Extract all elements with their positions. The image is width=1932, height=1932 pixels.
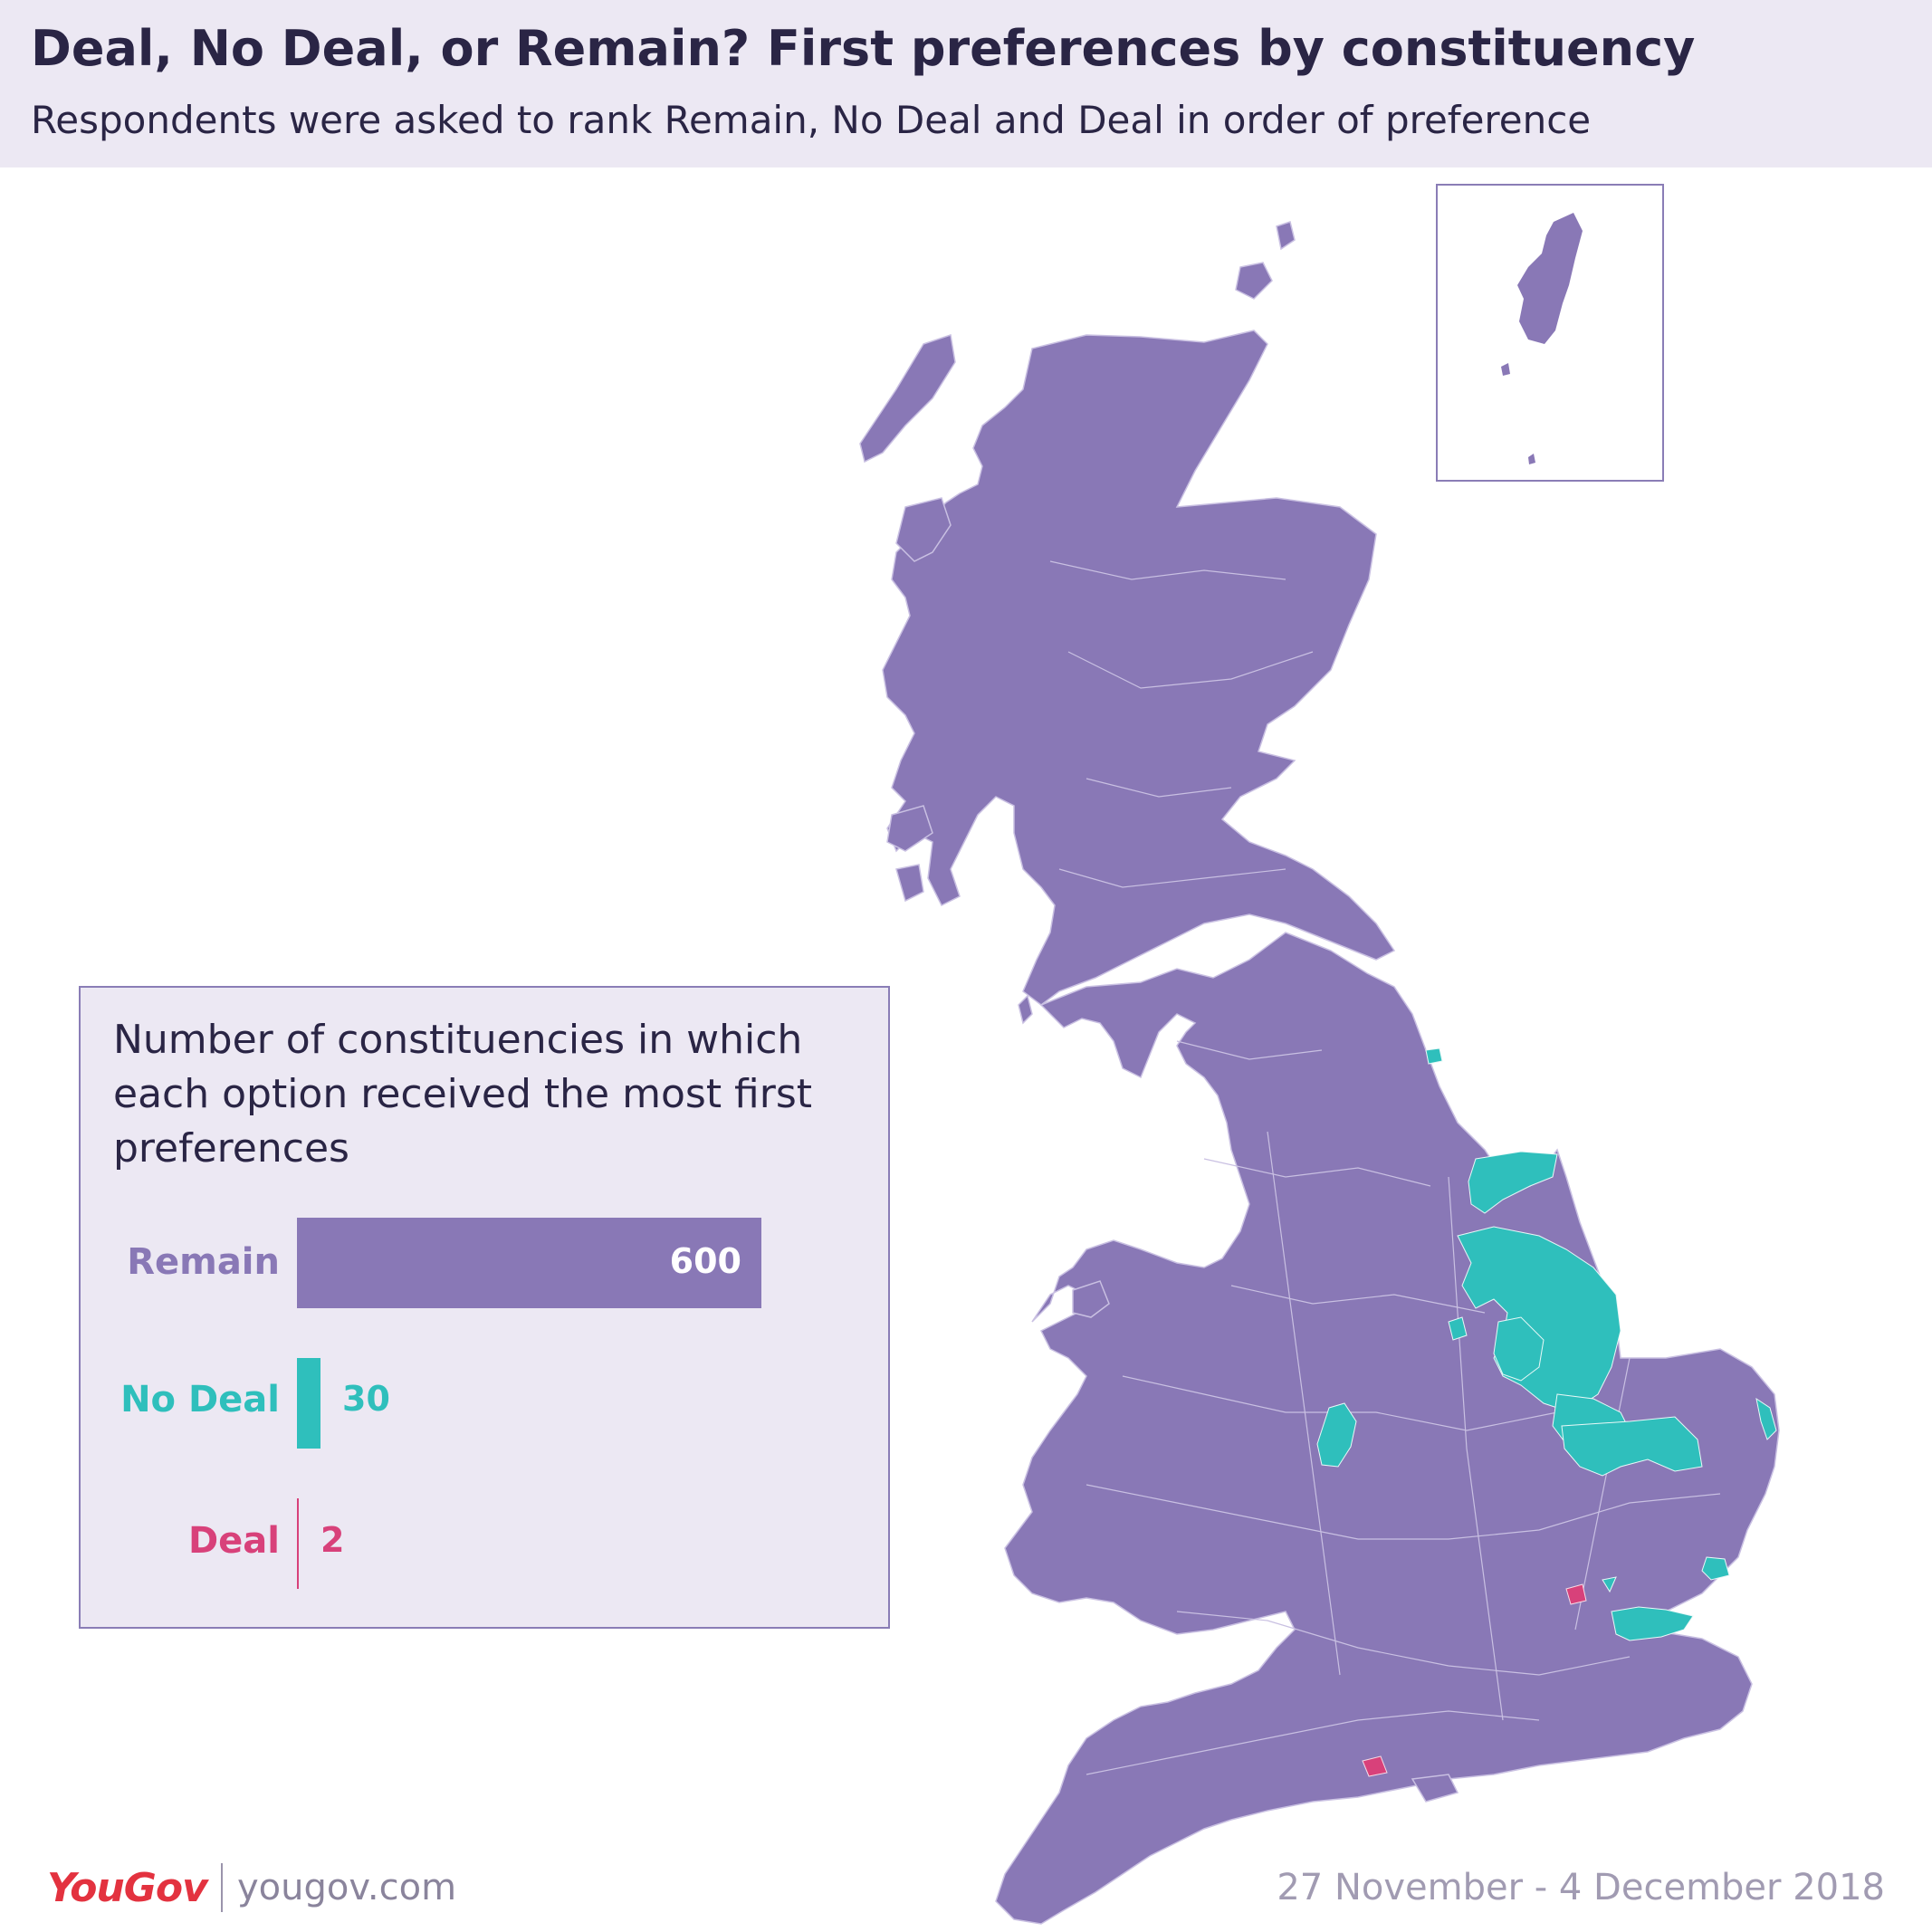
map-no-deal-area: [1602, 1576, 1617, 1593]
footer-site-link[interactable]: yougov.com: [237, 1867, 457, 1908]
map-boundaries: [1049, 560, 1721, 1775]
map-no-deal-area: [1316, 1402, 1357, 1468]
map-no-deal-area: [1448, 1316, 1468, 1341]
map-no-deal-area: [1701, 1556, 1730, 1581]
bar-no-deal: [297, 1358, 320, 1449]
legend-label-remain: Remain: [127, 1241, 280, 1283]
map-no-deal-area: [1493, 1316, 1545, 1382]
map-no-deal-area: [1755, 1397, 1777, 1440]
map-region-shetland: [1517, 213, 1583, 344]
value-deal: 2: [320, 1520, 345, 1560]
uk-constituency-map: [859, 221, 1780, 1925]
map-region-isle-of-wight: [1411, 1774, 1459, 1803]
bar-remain: [297, 1218, 761, 1308]
map-no-deal-areas: [1316, 1047, 1777, 1641]
map-no-deal-area: [1468, 1151, 1558, 1214]
map-region-mull: [886, 805, 933, 852]
map-region-shetland-islet: [1501, 363, 1510, 376]
page-title: Deal, No Deal, or Remain? First preferen…: [31, 20, 1696, 77]
map-region-anglesey: [1072, 1280, 1110, 1318]
yougov-logo: YouGov: [47, 1865, 208, 1911]
map-region-shetland-islet: [1528, 454, 1535, 464]
footer-divider: [221, 1863, 223, 1912]
shetland-inset: [1436, 184, 1664, 482]
map-region-isle-of-man: [1018, 994, 1033, 1025]
map-region-scotland: [882, 330, 1396, 1006]
legend-panel: Number of constituencies in which each o…: [79, 986, 890, 1629]
header-band: Deal, No Deal, or Remain? First preferen…: [0, 0, 1932, 167]
map-land-remain: [859, 221, 1780, 1925]
map-no-deal-area: [1457, 1226, 1621, 1413]
legend-label-deal: Deal: [187, 1520, 280, 1562]
footer-date: 27 November - 4 December 2018: [1277, 1867, 1885, 1908]
map-region-lewis: [859, 334, 956, 464]
map-no-deal-area: [1611, 1606, 1694, 1641]
page-subtitle: Respondents were asked to rank Remain, N…: [31, 98, 1592, 142]
map-deal-areas: [1362, 1583, 1587, 1777]
value-no-deal: 30: [342, 1379, 390, 1419]
legend-label-no-deal: No Deal: [120, 1379, 280, 1420]
value-remain: 600: [669, 1241, 741, 1281]
map-deal-area: [1565, 1583, 1587, 1605]
map-region-orkney: [1235, 221, 1296, 300]
legend-title: Number of constituencies in which each o…: [113, 1017, 813, 1172]
map-no-deal-area: [1425, 1047, 1443, 1065]
map-no-deal-area: [1561, 1416, 1703, 1477]
bar-deal: [297, 1498, 299, 1589]
shetland-map: [1501, 213, 1583, 464]
map-region-skye: [895, 497, 952, 562]
map-region-islay: [895, 864, 924, 903]
map-deal-area: [1362, 1755, 1388, 1777]
